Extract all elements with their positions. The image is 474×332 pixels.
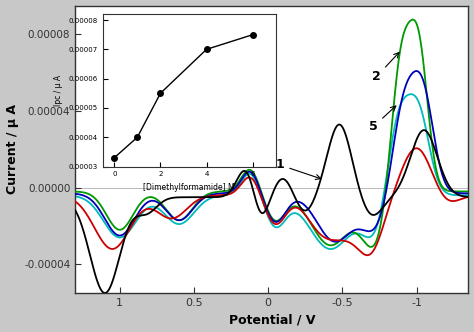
- X-axis label: Potential / V: Potential / V: [228, 313, 315, 326]
- Text: 5: 5: [369, 106, 396, 133]
- Y-axis label: Current / μ A: Current / μ A: [6, 104, 18, 194]
- Text: 2: 2: [372, 52, 399, 83]
- Text: 1: 1: [275, 158, 321, 180]
